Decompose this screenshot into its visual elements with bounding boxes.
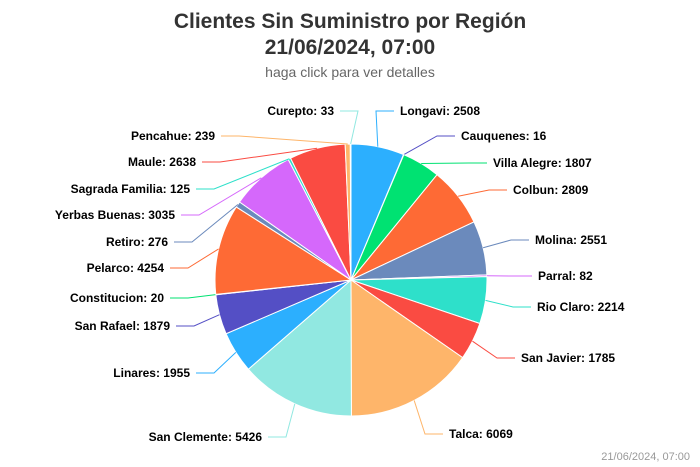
connector-cauquenes [403, 135, 455, 156]
data-label-maule: Maule: 2638 [128, 155, 196, 169]
chart-subtitle[interactable]: haga click para ver detalles [265, 64, 435, 80]
connector-molina [482, 239, 529, 249]
connector-san-rafael [176, 314, 220, 327]
connector-san-clemente [268, 403, 296, 438]
data-label-san-javier: San Javier: 1785 [521, 351, 615, 365]
connector-pencahue [221, 135, 348, 145]
connector-linares [196, 351, 237, 374]
data-label-molina: Molina: 2551 [535, 233, 607, 247]
data-label-rio-claro: Rio Claro: 2214 [537, 300, 625, 314]
connector-yerbas-buenas [181, 177, 262, 216]
chart-credit: 21/06/2024, 07:00 [601, 451, 690, 463]
pie-slice-talca[interactable] [350, 279, 464, 417]
data-label-colbun: Colbun: 2809 [513, 183, 589, 197]
data-label-talca: Talca: 6069 [449, 427, 513, 441]
connector-curepto [340, 110, 359, 145]
connector-retiro [174, 204, 239, 243]
pie-slice-curepto[interactable] [349, 143, 352, 281]
pie-slice-san-clemente[interactable] [247, 278, 352, 417]
data-label-sagrada-familia: Sagrada Familia: 125 [71, 182, 191, 196]
chart-title-line2: 21/06/2024, 07:00 [264, 36, 436, 59]
connector-pelarco [170, 248, 219, 269]
data-label-pencahue: Pencahue: 239 [131, 129, 215, 143]
data-label-curepto: Curepto: 33 [267, 104, 334, 118]
data-label-parral: Parral: 82 [538, 269, 593, 283]
data-label-pelarco: Pelarco: 4254 [87, 261, 165, 275]
connector-villa-alegre [421, 162, 487, 164]
connector-talca [413, 400, 443, 435]
data-label-san-rafael: San Rafael: 1879 [75, 319, 171, 333]
data-label-villa-alegre: Villa Alegre: 1807 [493, 156, 592, 170]
connector-sagrada-familia [196, 158, 290, 190]
data-label-san-clemente: San Clemente: 5426 [149, 430, 263, 444]
data-label-constitucion: Constitucion: 20 [70, 291, 164, 305]
data-label-retiro: Retiro: 276 [106, 235, 168, 249]
connector-maule [202, 147, 318, 163]
data-label-longavi: Longavi: 2508 [400, 104, 480, 118]
data-label-linares: Linares: 1955 [113, 366, 190, 380]
data-label-cauquenes: Cauquenes: 16 [461, 129, 547, 143]
chart-title-line1: Clientes Sin Suministro por Región [173, 10, 527, 33]
connector-san-javier [472, 340, 515, 359]
connector-rio-claro [485, 299, 531, 308]
connector-colbun [458, 189, 507, 197]
connector-longavi [375, 110, 394, 147]
connector-constitucion [170, 294, 216, 299]
data-label-yerbas-buenas: Yerbas Buenas: 3035 [55, 208, 175, 222]
